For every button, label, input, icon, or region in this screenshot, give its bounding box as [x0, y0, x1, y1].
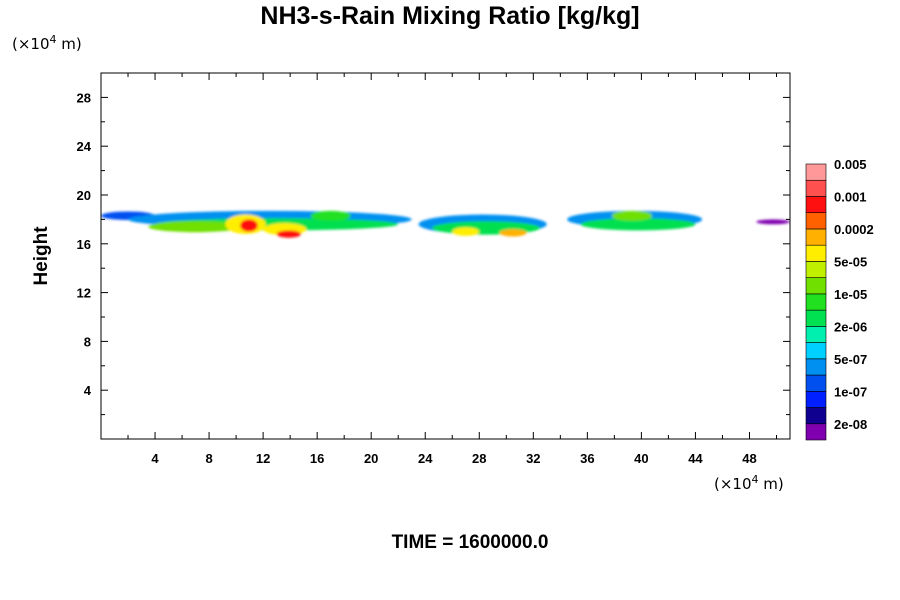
y-tick-label: 20 — [77, 188, 91, 203]
y-tick-label: 28 — [77, 90, 91, 105]
x-tick-label: 44 — [688, 451, 703, 466]
colorbar-swatch — [805, 212, 827, 230]
colorbar-swatch — [805, 423, 827, 441]
y-tick-label: 16 — [77, 237, 91, 252]
colorbar-swatch — [805, 179, 827, 197]
mixing-ratio-field — [101, 210, 790, 238]
colorbar-swatch — [805, 163, 827, 181]
colorbar-swatch — [805, 342, 827, 360]
contour-blob — [452, 227, 480, 236]
colorbar-swatch — [805, 261, 827, 278]
x-axis: 4 8 12 16 20 24 28 32 36 40 44 48 — [127, 73, 777, 466]
colorbar-swatch — [805, 196, 827, 214]
contour-blob — [580, 218, 696, 231]
x-tick-label: 16 — [310, 451, 324, 466]
x-tick-label: 36 — [580, 451, 594, 466]
x-tick-label: 32 — [526, 451, 540, 466]
x-tick-label: 24 — [418, 451, 433, 466]
x-tick-label: 4 — [151, 451, 159, 466]
colorbar-swatch — [805, 390, 827, 408]
x-tick-label: 48 — [742, 451, 756, 466]
contour-blob — [148, 221, 243, 233]
x-tick-label: 40 — [634, 451, 648, 466]
colorbar-swatch — [805, 309, 827, 327]
plot-frame — [100, 72, 791, 440]
contour-blob — [611, 210, 653, 221]
y-tick-label: 4 — [84, 383, 92, 398]
contour-blob — [499, 229, 527, 237]
x-tick-label: 20 — [364, 451, 378, 466]
y-tick-label: 12 — [77, 286, 91, 301]
colorbar-label: 0.005 — [834, 157, 867, 172]
colorbar-swatch — [805, 407, 827, 425]
colorbar: 2e-08 1e-07 5e-07 2e-06 1e-05 5e-05 0.0002 0.00… — [805, 157, 874, 441]
y-unit-label: (×104 m) — [12, 33, 82, 53]
x-unit-label: (×104 m) — [714, 473, 784, 493]
contour-blob — [310, 210, 351, 221]
time-label: TIME = 1600000.0 — [391, 532, 549, 553]
colorbar-swatch — [805, 326, 827, 343]
colorbar-label: 2e-06 — [834, 319, 867, 334]
x-tick-label: 12 — [256, 451, 270, 466]
colorbar-label: 5e-07 — [834, 352, 867, 367]
chart-title: NH3-s-Rain Mixing Ratio [kg/kg] — [260, 2, 640, 30]
colorbar-label: 2e-08 — [834, 417, 867, 432]
contour-blob — [240, 219, 258, 232]
colorbar-swatch — [805, 244, 827, 262]
colorbar-label: 1e-05 — [834, 287, 867, 302]
x-tick-label: 28 — [472, 451, 486, 466]
y-tick-label: 24 — [77, 139, 92, 154]
colorbar-swatch — [805, 374, 827, 392]
colorbar-swatch — [805, 358, 827, 376]
colorbar-swatch — [805, 277, 827, 295]
colorbar-label: 0.0002 — [834, 222, 874, 237]
colorbar-label: 0.001 — [834, 189, 867, 204]
colorbar-label: 1e-07 — [834, 384, 867, 399]
colorbar-swatch — [805, 228, 827, 246]
contour-blob — [276, 230, 301, 238]
y-tick-label: 8 — [84, 334, 91, 349]
contour-blob — [756, 219, 790, 225]
colorbar-label: 5e-05 — [834, 254, 867, 269]
x-tick-label: 8 — [205, 451, 212, 466]
colorbar-swatch — [805, 293, 827, 311]
y-axis: 4 8 12 16 20 24 28 — [77, 90, 790, 416]
